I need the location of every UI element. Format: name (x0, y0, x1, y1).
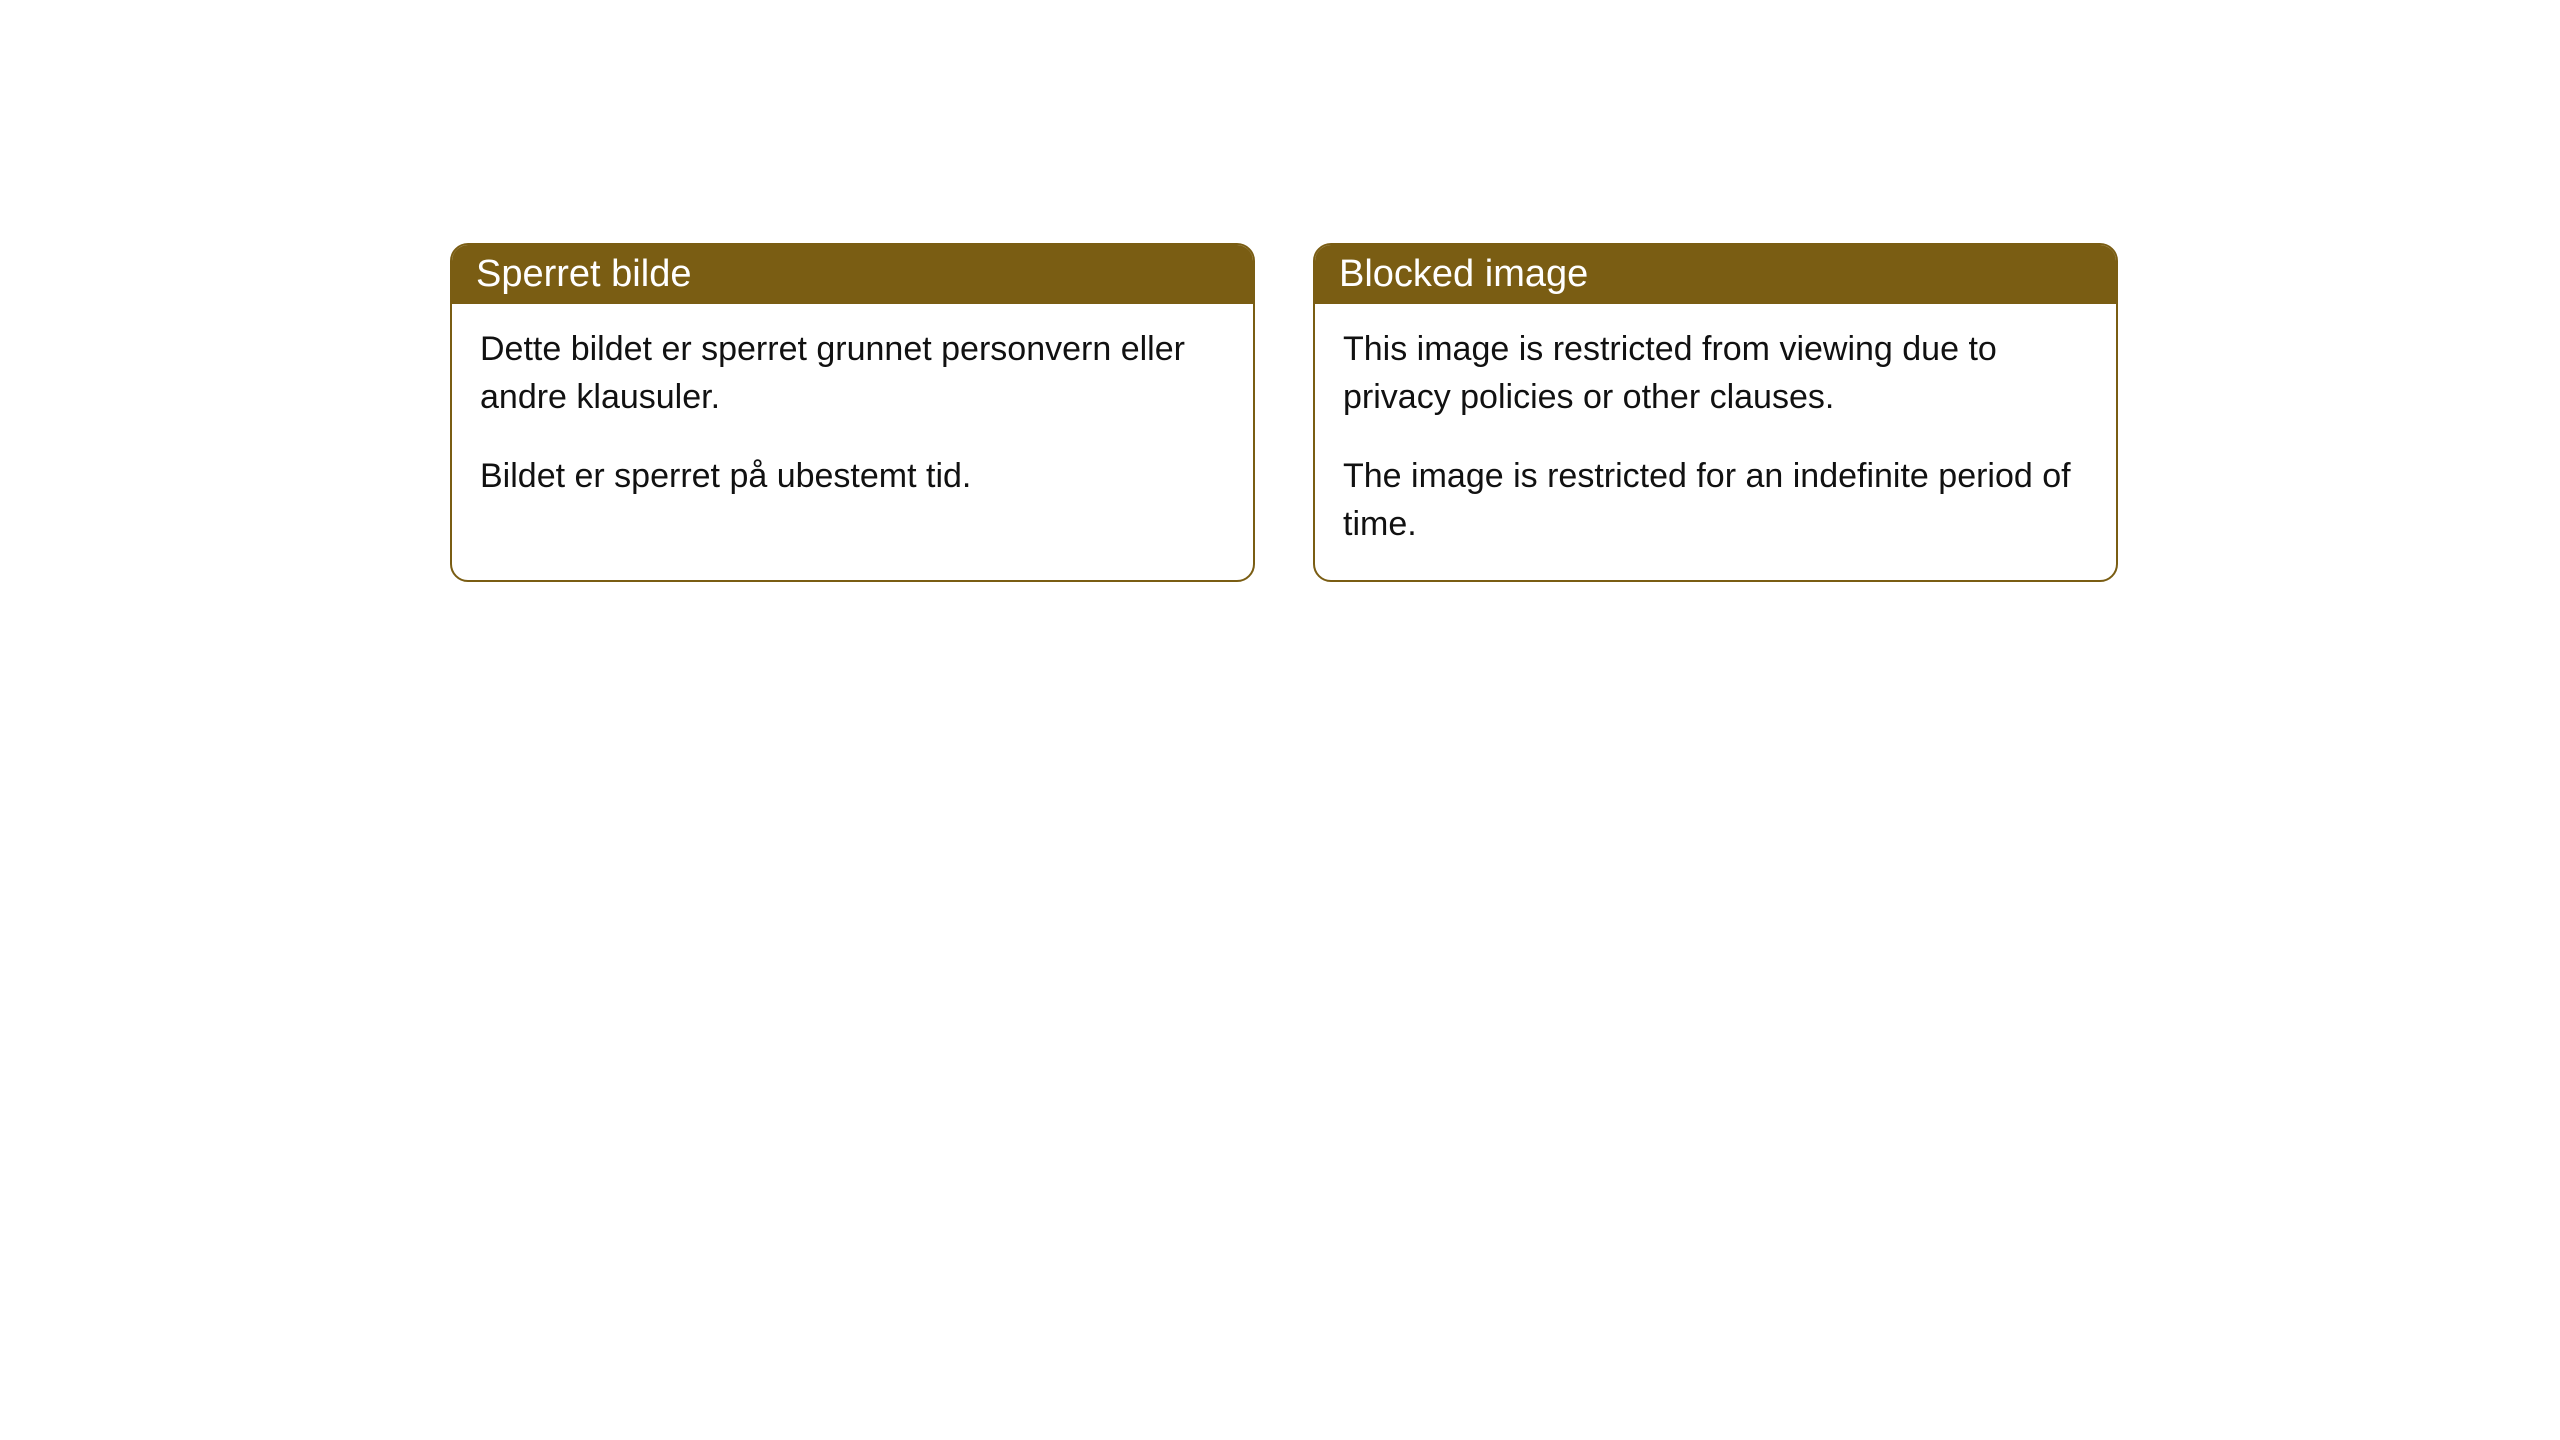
notice-container: Sperret bilde Dette bildet er sperret gr… (0, 0, 2560, 582)
notice-card-english: Blocked image This image is restricted f… (1313, 243, 2118, 582)
notice-header-english: Blocked image (1315, 245, 2116, 304)
notice-body-norwegian: Dette bildet er sperret grunnet personve… (452, 304, 1253, 533)
notice-card-norwegian: Sperret bilde Dette bildet er sperret gr… (450, 243, 1255, 582)
notice-title-norwegian: Sperret bilde (476, 253, 691, 295)
notice-header-norwegian: Sperret bilde (452, 245, 1253, 304)
notice-paragraph-2-english: The image is restricted for an indefinit… (1343, 453, 2088, 548)
notice-paragraph-2-norwegian: Bildet er sperret på ubestemt tid. (480, 453, 1225, 501)
notice-body-english: This image is restricted from viewing du… (1315, 304, 2116, 580)
notice-title-english: Blocked image (1339, 253, 1588, 295)
notice-paragraph-1-norwegian: Dette bildet er sperret grunnet personve… (480, 326, 1225, 421)
notice-paragraph-1-english: This image is restricted from viewing du… (1343, 326, 2088, 421)
